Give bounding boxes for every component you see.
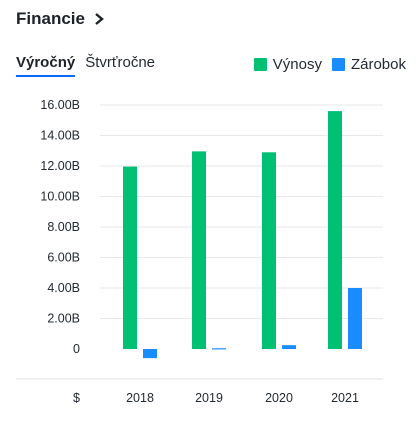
- earnings-bar-2019: [212, 348, 226, 350]
- revenue-bar-2019: [192, 151, 206, 349]
- currency-label: $: [73, 391, 80, 405]
- legend-item-earnings[interactable]: Zárobok: [331, 56, 406, 73]
- y-tick-label: 14.00B: [40, 129, 80, 143]
- y-tick-label: 16.00B: [40, 98, 80, 112]
- revenue-swatch: [253, 58, 267, 71]
- financie-header-link[interactable]: Financie: [16, 9, 106, 29]
- x-category-label: 2020: [265, 391, 293, 405]
- y-tick-label: 10.00B: [40, 190, 80, 204]
- earnings-bar-2018: [143, 349, 157, 359]
- x-category-label: 2018: [126, 391, 154, 405]
- tab-annual[interactable]: Výročný: [16, 54, 76, 77]
- y-tick-label: 4.00B: [47, 281, 80, 295]
- legend-label-earnings: Zárobok: [350, 56, 406, 73]
- legend-label-revenue: Výnosy: [272, 56, 322, 73]
- revenue-bar-2021: [328, 111, 342, 349]
- y-tick-label: 2.00B: [47, 312, 80, 326]
- chart-legend: Výnosy Zárobok: [253, 56, 406, 73]
- y-tick-label: 8.00B: [47, 220, 80, 234]
- legend-item-revenue[interactable]: Výnosy: [253, 56, 322, 73]
- period-tabs: Výročný Štvrťročne: [16, 54, 155, 77]
- y-tick-label: 0: [73, 342, 80, 356]
- x-category-label: 2021: [331, 391, 359, 405]
- x-category-label: 2019: [195, 391, 223, 405]
- earnings-swatch: [331, 58, 345, 71]
- tab-quarterly[interactable]: Štvrťročne: [85, 54, 156, 71]
- section-title: Financie: [16, 9, 85, 28]
- y-tick-label: 6.00B: [47, 251, 80, 265]
- chevron-right-icon: [95, 13, 104, 25]
- earnings-bar-2020: [282, 345, 296, 349]
- earnings-bar-2021: [348, 288, 362, 349]
- y-tick-label: 12.00B: [40, 159, 80, 173]
- revenue-bar-2018: [123, 166, 137, 349]
- revenue-bar-2020: [262, 152, 276, 349]
